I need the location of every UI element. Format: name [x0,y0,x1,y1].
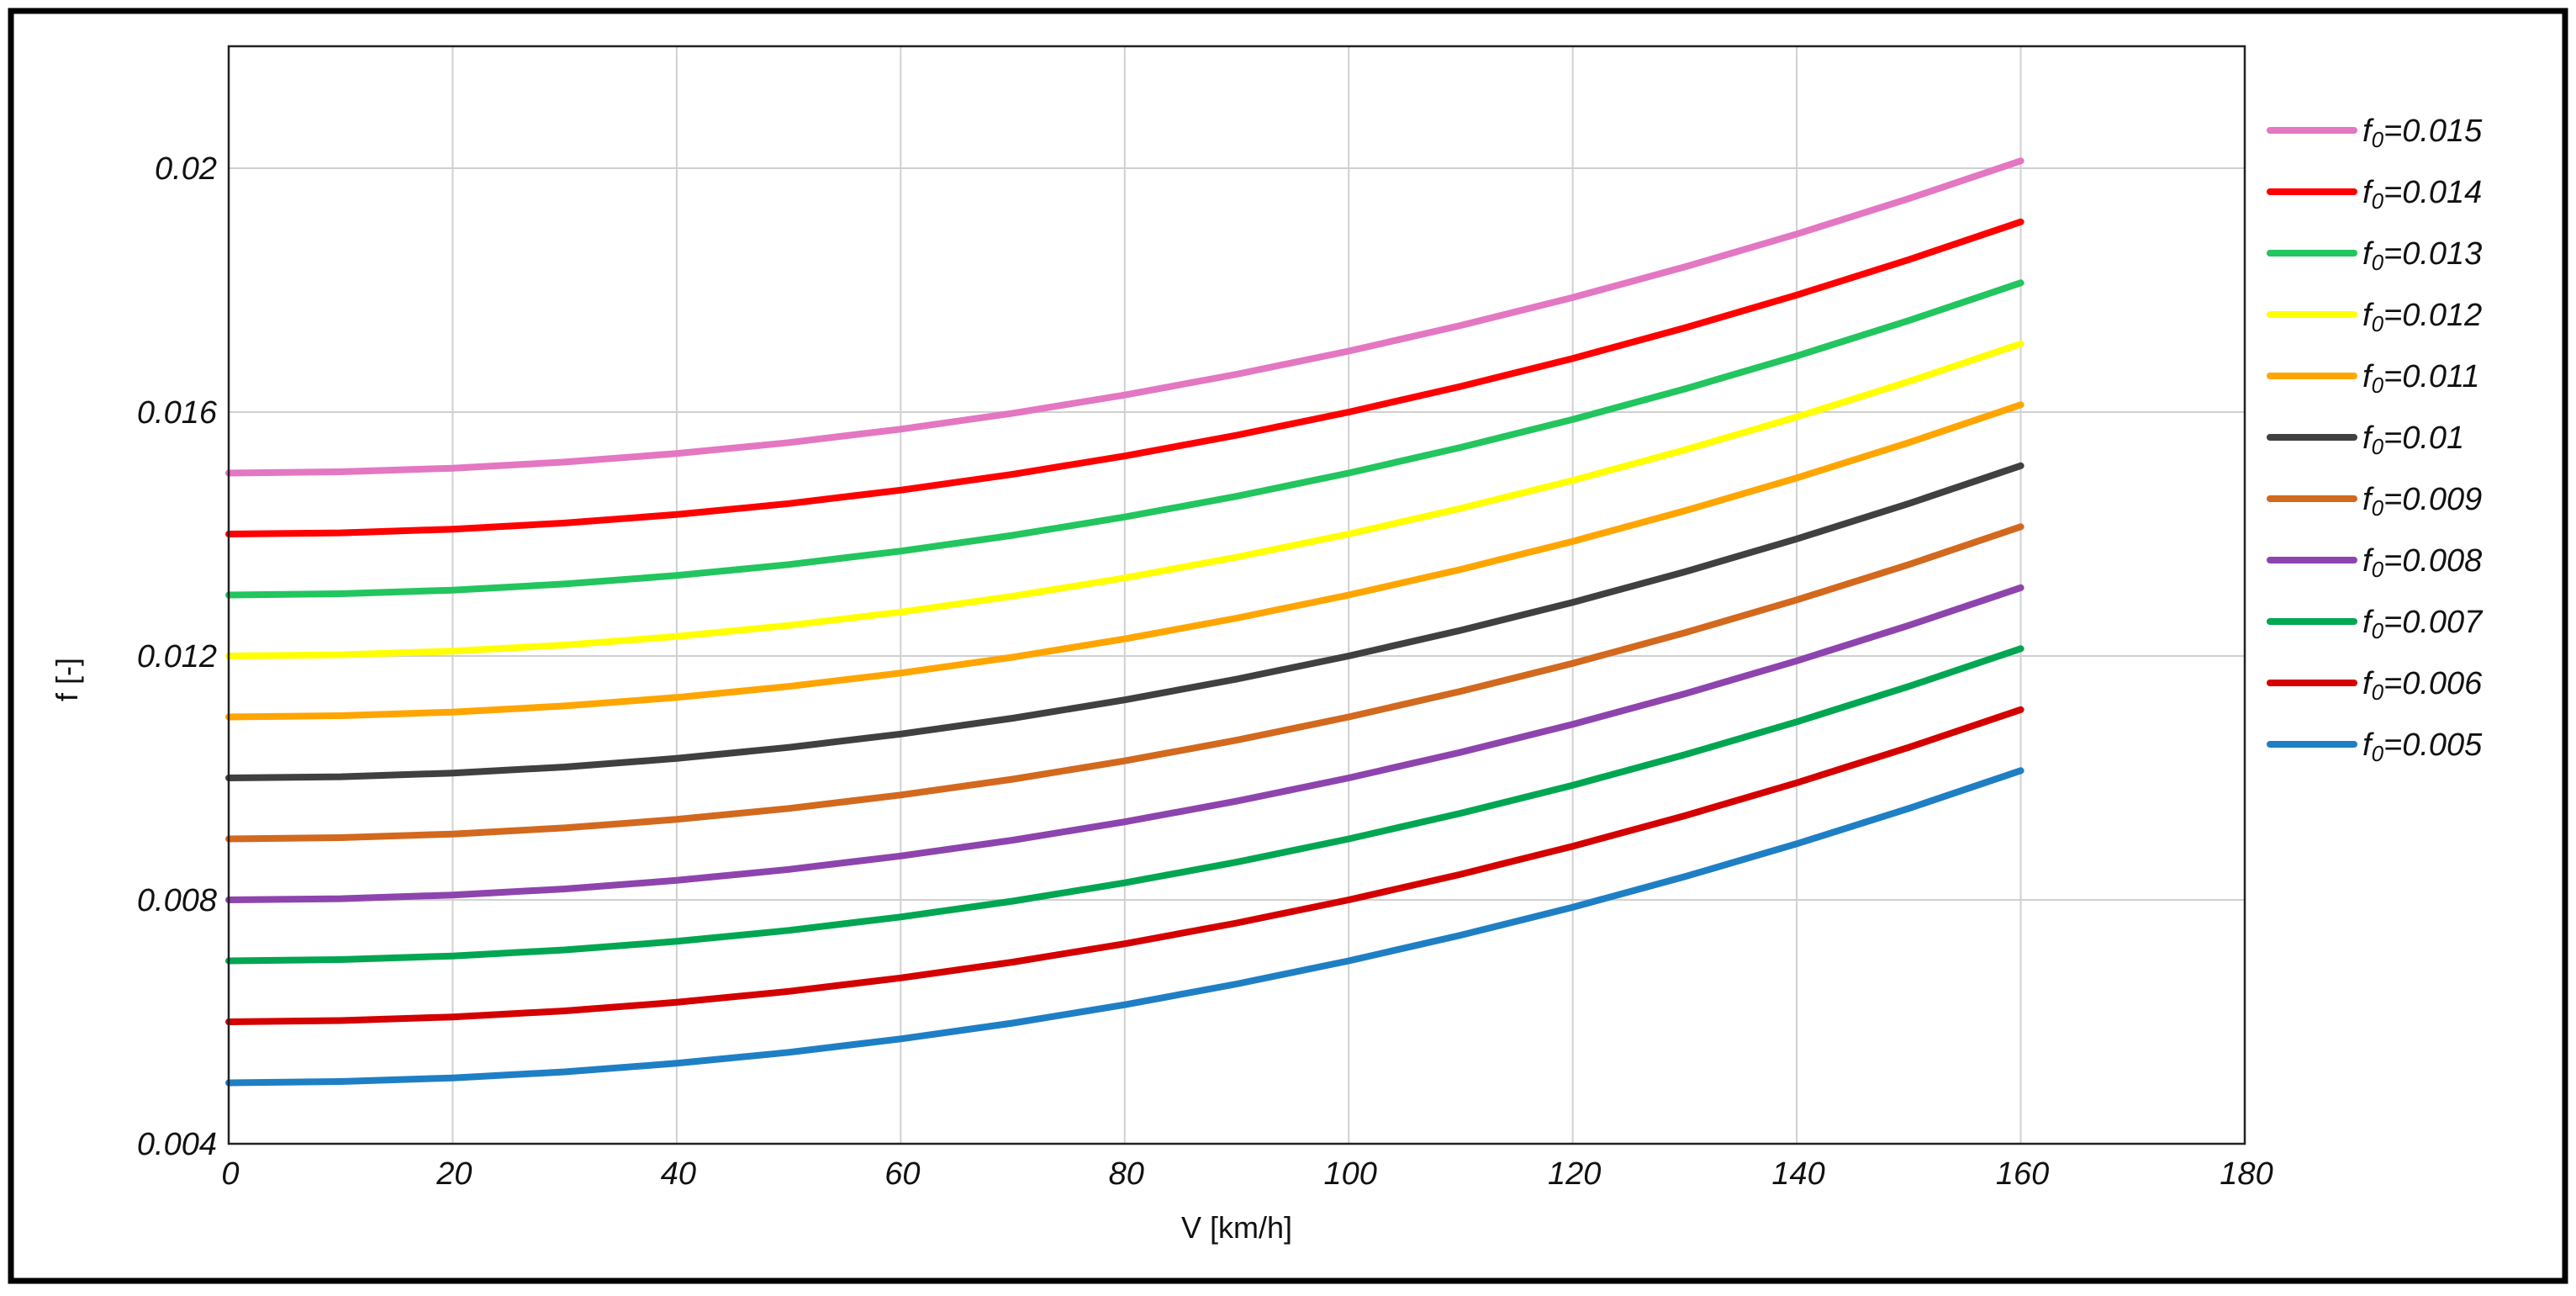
x-tick-label: 80 [1109,1156,1144,1192]
x-tick-label: 60 [884,1156,920,1192]
series-line-0.009 [225,523,2024,843]
x-tick-label: 40 [661,1156,696,1192]
series-line-0.005 [225,767,2024,1087]
y-axis-title: f [-] [50,658,84,701]
x-tick-label: 0 [221,1156,239,1192]
series-line-0.008 [225,584,2024,903]
y-tick-label: 0.02 [155,151,217,187]
x-tick-label: 20 [435,1156,472,1192]
legend-label-0.005: f0=0.005 [2362,727,2483,766]
y-axis-ticks: 0.004 0.008 0.012 0.016 0.02 [137,151,218,1162]
legend-label-0.014: f0=0.014 [2362,175,2482,214]
x-tick-label: 160 [1996,1156,2049,1192]
legend-label-0.013: f0=0.013 [2362,236,2482,275]
legend-label-0.012: f0=0.012 [2362,298,2482,336]
legend-label-0.01: f0=0.01 [2362,421,2464,459]
y-tick-label: 0.012 [137,639,217,674]
legend-label-0.008: f0=0.008 [2362,543,2482,582]
x-axis-ticks: 0 20 40 60 80 100 120 140 160 180 [221,1156,2272,1192]
series-line-0.012 [225,340,2024,659]
series-line-0.006 [225,706,2024,1025]
legend-label-0.009: f0=0.009 [2362,482,2482,521]
x-tick-label: 140 [1771,1156,1824,1192]
series-line-0.014 [225,218,2024,537]
series-line-0.011 [225,401,2024,721]
series-line-0.015 [225,157,2024,477]
y-tick-label: 0.008 [137,883,217,918]
series-line-0.007 [225,645,2024,965]
legend-label-0.006: f0=0.006 [2362,666,2483,705]
x-tick-label: 120 [1548,1156,1601,1192]
legend-label-0.011: f0=0.011 [2362,359,2480,398]
legend-label-0.007: f0=0.007 [2362,605,2484,643]
plot-border [227,45,2246,1145]
legend: f0=0.015 f0=0.014 f0=0.013 f0=0.012 f0=0.011… [2267,114,2484,766]
y-tick-label: 0.004 [137,1127,217,1162]
plot-area [229,46,2245,1144]
y-tick-label: 0.016 [137,395,218,431]
x-tick-label: 100 [1324,1156,1377,1192]
series-line-0.01 [225,462,2024,781]
series-line-0.013 [225,279,2024,599]
series-layer [225,157,2024,1087]
x-axis-title: V [km/h] [1181,1210,1292,1245]
x-tick-label: 180 [2220,1156,2272,1192]
legend-label-0.015: f0=0.015 [2362,114,2483,152]
